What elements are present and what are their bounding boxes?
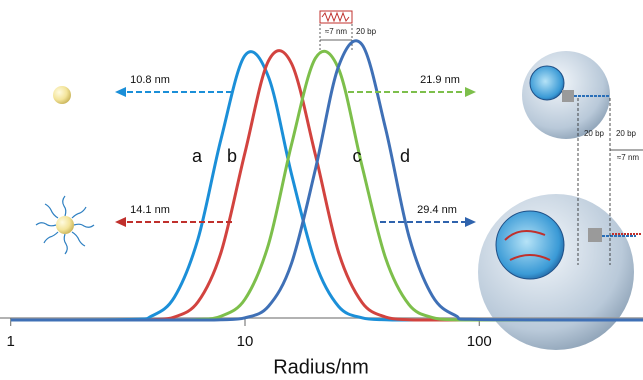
x-tick-label: 1 xyxy=(7,333,15,350)
sphere-length: 20 bp xyxy=(616,129,637,138)
annotation-arrowhead xyxy=(115,217,126,227)
dna-width: ≈7 nm xyxy=(325,27,348,36)
annotation-arrowhead xyxy=(465,217,476,227)
curve-label: b xyxy=(227,146,237,166)
x-axis-title: Radius/nm xyxy=(273,356,369,378)
sphere-core xyxy=(529,65,565,101)
cube xyxy=(562,90,574,102)
curve-label: a xyxy=(192,146,203,166)
nanoparticle xyxy=(53,86,71,104)
x-tick-label: 10 xyxy=(237,333,254,350)
annotation: 14.1 nm xyxy=(130,204,170,216)
dna-box xyxy=(319,10,353,24)
sphere-width: ≈7 nm xyxy=(617,153,640,162)
annotation: 10.8 nm xyxy=(130,74,170,86)
dna-strand xyxy=(504,230,551,261)
dna-icon xyxy=(321,11,350,23)
annotation-arrowhead xyxy=(465,87,476,97)
curve-label: c xyxy=(353,146,362,166)
dna-coated-particle xyxy=(35,195,95,255)
annotation: 29.4 nm xyxy=(417,204,457,216)
sphere-guides xyxy=(577,98,611,265)
sphere-core xyxy=(495,210,565,280)
annotation: 21.9 nm xyxy=(420,74,460,86)
dna-length: 20 bp xyxy=(356,27,377,36)
sphere-large xyxy=(478,194,634,350)
nanoparticle xyxy=(56,216,74,234)
annotation-arrowhead xyxy=(115,87,126,97)
sphere-length: 20 bp xyxy=(584,129,605,138)
dna-guides xyxy=(319,24,353,50)
cube xyxy=(588,228,602,242)
curve-label: d xyxy=(400,146,410,166)
series-line xyxy=(10,39,643,322)
x-tick-label: 100 xyxy=(467,333,492,350)
